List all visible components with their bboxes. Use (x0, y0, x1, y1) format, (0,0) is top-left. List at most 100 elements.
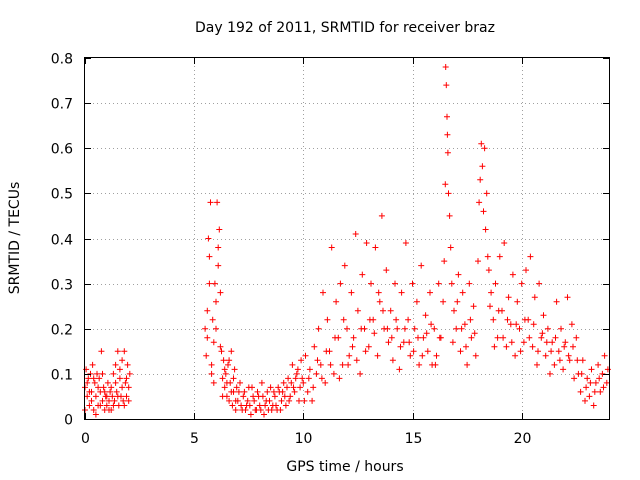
data-point (375, 289, 382, 296)
data-point (389, 357, 396, 364)
data-point (454, 298, 461, 305)
data-point (213, 298, 219, 305)
data-point (241, 388, 248, 395)
data-point (275, 384, 282, 391)
data-point (90, 407, 97, 413)
data-point (84, 393, 91, 400)
data-point (384, 325, 391, 332)
data-point (89, 361, 96, 368)
data-point (259, 393, 266, 400)
data-point (341, 262, 348, 269)
data-point (115, 402, 122, 409)
data-point (345, 361, 352, 368)
data-point (549, 339, 556, 346)
data-point (242, 407, 249, 413)
data-point (310, 384, 317, 391)
data-point (494, 334, 501, 341)
data-point (582, 397, 588, 404)
data-point (551, 361, 558, 368)
data-point (413, 298, 420, 305)
data-point (203, 352, 210, 359)
data-point (508, 339, 515, 346)
data-point (433, 352, 440, 359)
data-point (464, 361, 471, 368)
data-point (427, 289, 433, 296)
data-point (368, 280, 374, 287)
axis-ticks (85, 58, 609, 420)
data-point (318, 375, 325, 382)
data-point (208, 361, 215, 368)
data-point (97, 402, 104, 409)
data-point (214, 199, 221, 206)
data-point (453, 325, 460, 332)
data-point (268, 407, 275, 413)
y-tick-label: 0.8 (51, 52, 73, 68)
data-point (235, 388, 242, 395)
data-point (234, 397, 241, 404)
data-point (290, 384, 297, 391)
data-point (306, 366, 313, 373)
data-point (385, 339, 392, 346)
data-point (323, 348, 330, 355)
data-point (539, 330, 546, 337)
data-point (479, 163, 486, 170)
data-point (495, 307, 502, 314)
data-point (527, 253, 534, 260)
data-point (249, 384, 255, 391)
data-point (277, 407, 284, 413)
y-tick-label: 0.3 (51, 278, 73, 294)
data-point (406, 339, 413, 346)
y-tick-label: 0.7 (51, 97, 73, 113)
data-point (121, 402, 128, 409)
data-point (536, 280, 543, 287)
data-point (409, 280, 416, 287)
data-point (584, 375, 591, 382)
chart-title: Day 192 of 2011, SRMTID for receiver bra… (195, 20, 495, 36)
data-point (104, 379, 111, 386)
data-point (431, 325, 438, 332)
data-point (332, 334, 338, 341)
data-point (491, 343, 498, 350)
data-point (278, 397, 285, 404)
data-point (86, 402, 93, 409)
data-point (309, 397, 316, 404)
data-point (490, 316, 497, 323)
data-point (211, 280, 218, 287)
data-point (455, 271, 462, 278)
data-point (416, 361, 423, 368)
data-point (565, 352, 572, 359)
data-point (354, 307, 361, 314)
data-point (228, 348, 235, 355)
data-point (402, 240, 409, 246)
data-point (503, 343, 510, 350)
data-point (449, 339, 456, 346)
data-point (362, 348, 369, 355)
data-point (96, 375, 103, 382)
data-point (221, 384, 228, 391)
data-point (225, 361, 231, 368)
y-tick-label: 0.6 (51, 142, 73, 158)
data-point (467, 316, 474, 323)
data-point (418, 262, 425, 269)
data-point (289, 361, 296, 368)
data-point (349, 343, 356, 350)
data-point (230, 375, 237, 382)
data-point (288, 379, 295, 386)
data-point (380, 307, 386, 314)
data-point (215, 262, 222, 269)
data-point (588, 366, 595, 373)
data-point (442, 64, 449, 70)
data-point (116, 366, 123, 373)
data-point (505, 294, 512, 301)
data-point (471, 330, 478, 337)
data-point (444, 131, 451, 138)
y-tick-label: 0.4 (51, 233, 73, 249)
data-point (496, 253, 503, 260)
data-point (383, 267, 390, 274)
data-point (440, 298, 447, 305)
data-point (442, 181, 449, 188)
data-point (330, 370, 337, 377)
data-point (91, 379, 98, 386)
data-point (372, 244, 379, 251)
data-point (561, 343, 568, 350)
